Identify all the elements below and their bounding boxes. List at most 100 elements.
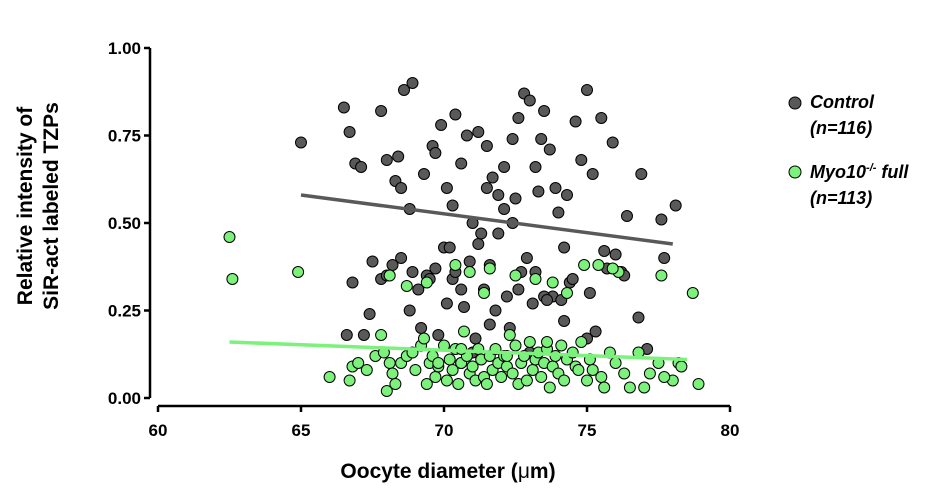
control-point xyxy=(472,126,485,138)
legend: Control (n=116) Myo10-/- full (n=113) xyxy=(788,92,909,208)
myo10-point xyxy=(292,266,305,278)
legend-count-control: (n=116) xyxy=(810,118,872,138)
control-point xyxy=(472,238,485,250)
control-point xyxy=(429,147,442,159)
myo10-point xyxy=(535,371,548,383)
control-point xyxy=(429,262,442,275)
control-point xyxy=(455,157,468,170)
control-point xyxy=(366,255,379,268)
control-point xyxy=(415,322,428,334)
x-tick-label: 65 xyxy=(292,421,311,440)
control-point xyxy=(492,189,505,201)
control-point xyxy=(609,248,622,261)
control-point xyxy=(395,252,408,264)
myo10-point xyxy=(555,339,568,352)
legend-count-myo10: (n=113) xyxy=(810,188,872,208)
myo10-point xyxy=(523,336,536,348)
control-point xyxy=(566,273,579,285)
myo10-point xyxy=(463,266,476,278)
control-point xyxy=(380,154,393,166)
y-tick-label: 0.25 xyxy=(108,302,141,321)
x-tick-label: 60 xyxy=(149,421,168,440)
control-point xyxy=(583,287,596,299)
y-axis-title-line1: Relative intensity of xyxy=(14,106,37,305)
control-point xyxy=(632,311,645,324)
control-point xyxy=(569,115,582,128)
myo10-point xyxy=(592,259,605,271)
control-point xyxy=(406,77,419,89)
control-point xyxy=(523,94,536,107)
data-points xyxy=(223,77,705,397)
legend-label-myo10: Myo10-/- full xyxy=(810,162,909,182)
control-point xyxy=(506,133,519,145)
x-tick-label: 80 xyxy=(721,421,740,440)
control-point xyxy=(526,297,539,310)
control-point xyxy=(455,283,468,296)
control-point xyxy=(480,140,493,152)
control-point xyxy=(363,308,376,320)
myo10-point xyxy=(609,357,622,369)
myo10-point xyxy=(383,269,396,282)
control-point xyxy=(403,304,416,317)
control-point xyxy=(337,101,350,114)
myo10-point xyxy=(383,357,396,369)
myo10-point xyxy=(572,364,585,376)
myo10-point xyxy=(543,381,556,394)
myo10-point xyxy=(541,336,553,348)
control-point xyxy=(535,133,548,145)
myo10-point xyxy=(446,364,459,376)
y-axis-title-line2: SiR-act labeled TZPs xyxy=(40,102,63,310)
myo10-fit-line xyxy=(229,340,688,362)
control-point xyxy=(538,105,551,117)
myo10-point xyxy=(606,262,619,275)
myo10-point xyxy=(618,367,631,380)
control-point xyxy=(440,182,453,194)
myo10-point xyxy=(503,329,516,341)
myo10-point xyxy=(578,259,591,271)
control-point xyxy=(549,182,562,194)
control-point xyxy=(520,252,533,264)
myo10-point xyxy=(509,339,522,352)
y-axis-title: Relative intensity of SiR-act labeled TZ… xyxy=(14,102,63,310)
control-point xyxy=(486,171,499,184)
myo10-point xyxy=(360,364,373,376)
myo10-point xyxy=(418,332,430,345)
control-point xyxy=(586,168,599,180)
myo10-point xyxy=(389,378,402,390)
myo10-point xyxy=(581,374,593,387)
control-point xyxy=(541,294,553,306)
control-point xyxy=(489,304,502,317)
control-point xyxy=(561,189,573,201)
myo10-point xyxy=(352,357,365,369)
control-point xyxy=(500,290,513,303)
control-point xyxy=(449,108,462,121)
control-point xyxy=(412,283,425,296)
control-point xyxy=(658,252,671,264)
y-tick-label: 0.75 xyxy=(108,127,141,146)
legend-marker-myo10 xyxy=(788,165,802,179)
myo10-point xyxy=(675,360,688,373)
y-tick-label: 0.00 xyxy=(108,389,141,408)
control-point xyxy=(512,283,525,296)
myo10-point xyxy=(226,273,239,285)
control-point xyxy=(392,150,405,163)
control-point xyxy=(340,329,353,341)
control-point xyxy=(598,245,611,257)
control-point xyxy=(406,266,419,278)
control-point xyxy=(443,241,456,254)
control-point xyxy=(458,301,470,313)
control-point xyxy=(635,168,648,180)
control-point xyxy=(532,185,545,198)
myo10-point xyxy=(429,371,442,383)
myo10-point xyxy=(343,374,356,387)
myo10-point xyxy=(623,381,636,394)
myo10-point xyxy=(686,287,699,299)
myo10-point xyxy=(643,367,656,380)
control-point xyxy=(621,210,633,222)
myo10-point xyxy=(546,276,559,289)
control-point xyxy=(386,259,399,271)
myo10-point xyxy=(520,374,533,387)
control-point xyxy=(295,136,307,149)
myo10-point xyxy=(409,364,422,376)
